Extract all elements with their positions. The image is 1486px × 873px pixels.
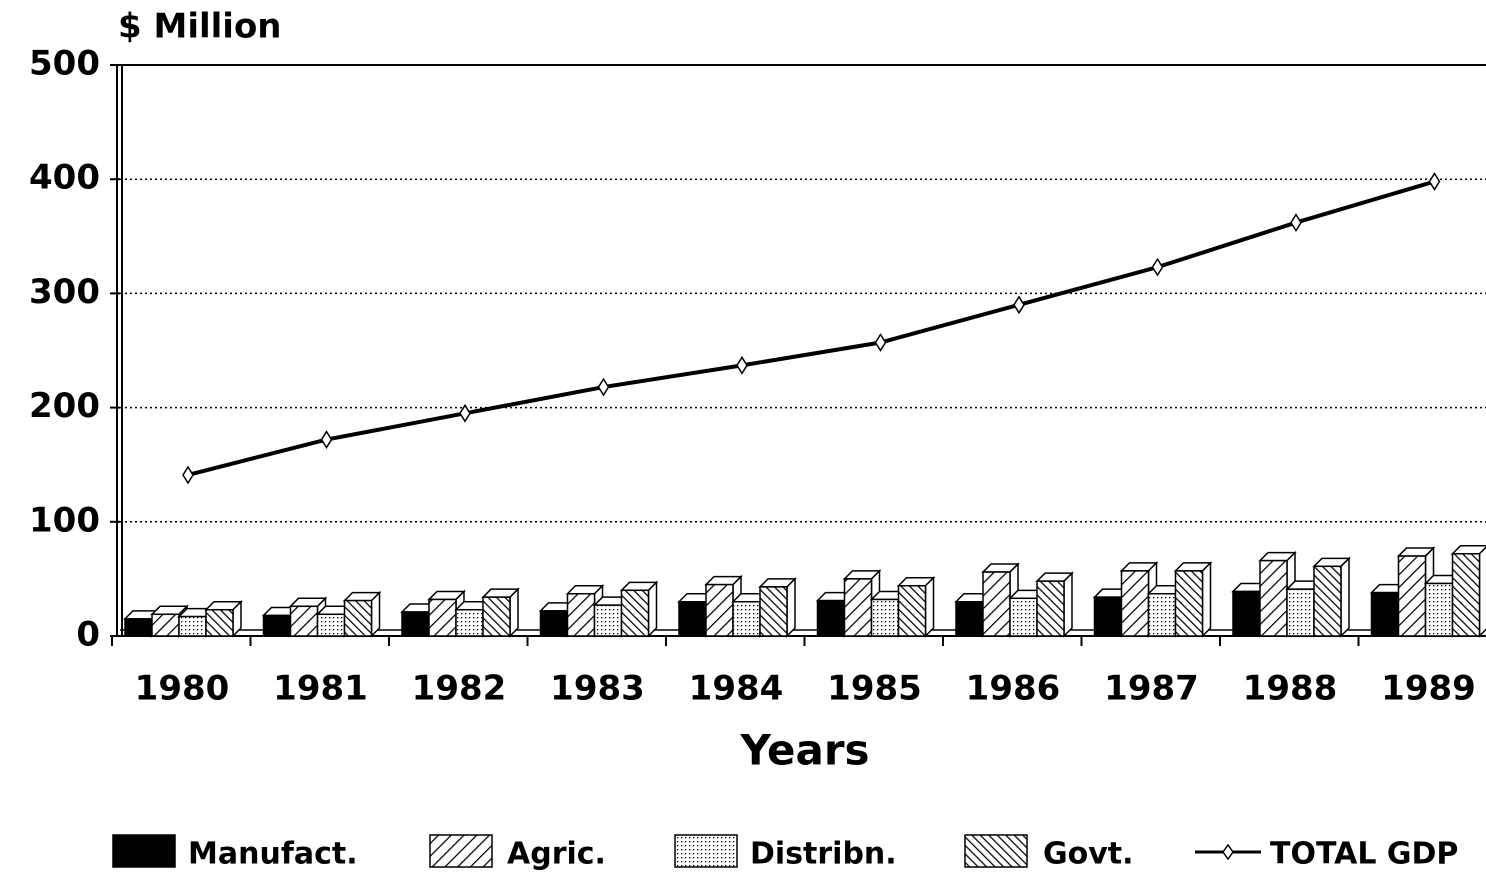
bar bbox=[401, 611, 430, 637]
legend-label: Manufact. bbox=[188, 837, 358, 872]
bar bbox=[1424, 582, 1454, 637]
bar bbox=[262, 614, 292, 637]
line-marker bbox=[459, 403, 471, 423]
y-axis-title: $ Million bbox=[118, 7, 282, 47]
bar bbox=[316, 613, 346, 637]
x-tick-label: 1984 bbox=[689, 669, 784, 709]
bar bbox=[289, 605, 319, 637]
legend-swatch bbox=[674, 834, 738, 868]
bar bbox=[151, 613, 180, 637]
y-tick-label: 300 bbox=[29, 272, 100, 312]
y-tick-label: 500 bbox=[29, 44, 100, 84]
bar bbox=[455, 608, 484, 637]
bar bbox=[205, 608, 234, 637]
bar bbox=[816, 599, 846, 637]
bar bbox=[759, 586, 788, 637]
bar bbox=[1036, 580, 1065, 637]
bar bbox=[428, 598, 457, 637]
bar bbox=[1451, 553, 1481, 637]
legend-label: TOTAL GDP bbox=[1270, 837, 1458, 872]
bar bbox=[593, 604, 623, 637]
x-tick-label: 1983 bbox=[550, 669, 645, 709]
bar bbox=[566, 592, 596, 637]
line-marker bbox=[597, 377, 610, 397]
bar bbox=[955, 600, 984, 637]
line-marker bbox=[1013, 295, 1025, 315]
legend-label: Agric. bbox=[507, 837, 606, 872]
bar bbox=[1093, 596, 1123, 637]
line-marker bbox=[182, 465, 194, 485]
bar-side bbox=[370, 590, 381, 638]
x-tick-label: 1981 bbox=[273, 669, 368, 709]
bar bbox=[982, 571, 1011, 637]
line-marker bbox=[1151, 257, 1164, 277]
bar bbox=[1259, 559, 1288, 637]
legend-swatch bbox=[964, 834, 1028, 868]
bar bbox=[843, 578, 873, 637]
legend-marker bbox=[1222, 843, 1234, 861]
bar bbox=[1397, 555, 1427, 637]
bar-side bbox=[924, 575, 935, 638]
y-tick-label: 0 bbox=[76, 615, 100, 655]
bar-side bbox=[1340, 556, 1350, 638]
legend-swatch bbox=[429, 834, 493, 868]
x-tick-label: 1985 bbox=[827, 669, 922, 709]
x-tick-label: 1988 bbox=[1243, 669, 1338, 709]
bar-side bbox=[647, 580, 658, 638]
bar bbox=[1147, 592, 1177, 637]
bar-side bbox=[1201, 561, 1212, 638]
line-marker bbox=[736, 355, 748, 375]
bar bbox=[539, 610, 569, 637]
bar bbox=[1120, 570, 1150, 637]
bar bbox=[178, 615, 207, 637]
x-tick-label: 1987 bbox=[1104, 669, 1199, 709]
bar bbox=[343, 599, 373, 637]
y-tick-label: 200 bbox=[29, 386, 100, 426]
bar bbox=[897, 585, 927, 637]
bar-side bbox=[509, 587, 519, 638]
bar bbox=[732, 600, 761, 637]
bar bbox=[1232, 590, 1261, 637]
bar bbox=[678, 600, 707, 637]
line-marker bbox=[1290, 213, 1302, 233]
legend-label: Distribn. bbox=[750, 837, 897, 872]
line-marker bbox=[874, 333, 887, 352]
line bbox=[187, 179, 1436, 477]
x-axis-title: Years bbox=[739, 726, 869, 775]
bar bbox=[1009, 597, 1038, 637]
bar bbox=[124, 618, 153, 637]
bar-side bbox=[786, 577, 796, 638]
bar bbox=[620, 589, 650, 637]
line-marker bbox=[1428, 172, 1441, 191]
bar bbox=[1313, 565, 1342, 637]
x-tick-label: 1980 bbox=[135, 669, 230, 709]
bar bbox=[1286, 588, 1315, 637]
bar-side bbox=[1063, 571, 1073, 638]
line-marker bbox=[320, 430, 333, 449]
y-tick-label: 100 bbox=[29, 500, 100, 540]
legend-label: Govt. bbox=[1043, 837, 1134, 872]
bar bbox=[1174, 570, 1204, 637]
y-tick-label: 400 bbox=[29, 158, 100, 198]
bar bbox=[482, 596, 511, 637]
bar-side bbox=[1478, 546, 1486, 638]
x-tick-label: 1982 bbox=[412, 669, 507, 709]
bar bbox=[870, 598, 900, 637]
legend-swatch bbox=[112, 834, 176, 868]
bar bbox=[705, 583, 734, 637]
bar bbox=[1370, 591, 1400, 637]
x-tick-label: 1989 bbox=[1381, 669, 1476, 709]
x-tick-label: 1986 bbox=[966, 669, 1061, 709]
